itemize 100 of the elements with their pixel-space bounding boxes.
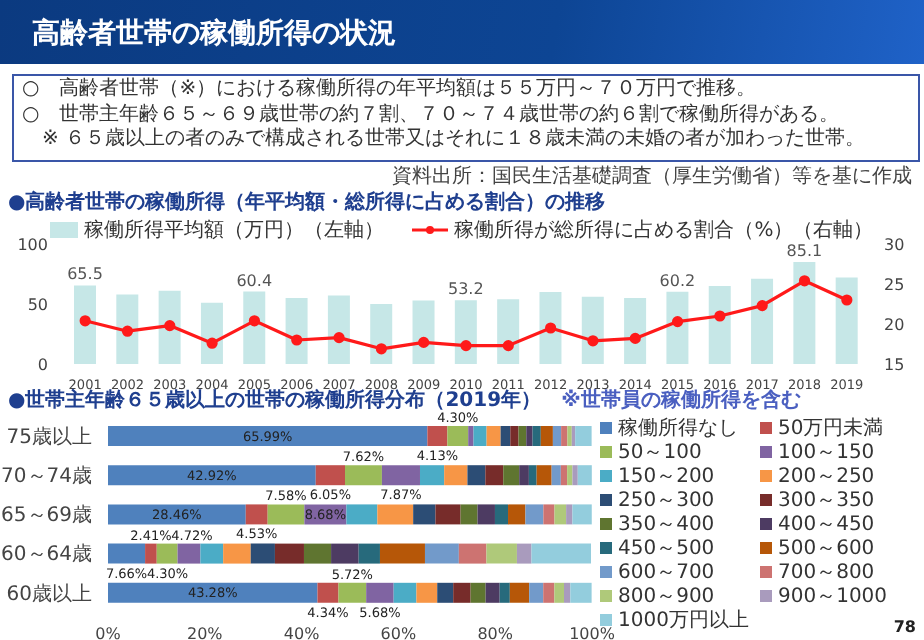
bar (473, 426, 487, 446)
bar (331, 543, 359, 564)
bar (435, 504, 461, 525)
point (418, 336, 430, 348)
bar (509, 582, 530, 603)
bar (666, 291, 689, 364)
bar (108, 543, 146, 564)
chart-title: ●世帯主年齢６５歳以上の世帯の稼働所得分布（2019年） (8, 390, 542, 412)
point (248, 315, 261, 327)
text: ※ ６５歳以上の者のみで構成される世帯又はそれに１８歳未満の未婚の者が加わった世帯。 (40, 128, 868, 153)
bar (751, 278, 774, 364)
bar (453, 582, 471, 603)
bar (551, 465, 561, 486)
point (798, 275, 811, 287)
chart-title: ●高齢者世帯の稼働所得（年平均額・総所得に占める割合）の推移 (8, 188, 606, 216)
bar (460, 504, 478, 525)
point (629, 332, 641, 344)
text: 78 (893, 618, 916, 636)
bar (346, 504, 378, 525)
point (121, 325, 134, 337)
legend-label: 350～400 (618, 511, 715, 537)
point (206, 337, 218, 349)
bar (581, 296, 604, 364)
bar (624, 298, 647, 364)
bar (158, 290, 181, 364)
point (333, 332, 345, 344)
bar (108, 582, 318, 603)
legend-label: 150～200 (618, 463, 715, 489)
bar (381, 465, 420, 486)
point (79, 315, 91, 327)
bar (108, 426, 428, 446)
bar (528, 465, 537, 486)
y-tick-label: 60歳以上 (6, 581, 92, 606)
x-tick-label: 40% (283, 625, 321, 640)
bar (303, 543, 332, 564)
bar (540, 426, 553, 446)
x-tick-label: 20% (187, 625, 224, 640)
bar (570, 582, 592, 603)
y2-tick-label: 15 (884, 355, 905, 374)
bar (519, 465, 529, 486)
legend-label: 200～250 (778, 463, 875, 489)
bar (74, 285, 96, 364)
legend-label: 稼働所得なし (618, 415, 738, 441)
bar (274, 543, 304, 564)
bar (156, 543, 178, 564)
bar (285, 298, 308, 364)
bar (508, 504, 526, 525)
point (502, 340, 514, 352)
bar (486, 543, 517, 564)
bar (485, 582, 500, 603)
bar (510, 426, 519, 446)
legend-label: 稼働所得平均額（万円）（左軸） (84, 217, 385, 244)
bar (243, 291, 266, 364)
bar (454, 300, 477, 364)
legend-label: 300～350 (778, 487, 875, 513)
bar (250, 543, 275, 564)
x-tick-label: 0% (95, 625, 122, 640)
bar (467, 465, 486, 486)
y-tick-label: 65～69歳 (1, 503, 92, 528)
bar (793, 261, 816, 364)
data-label: 65.5 (67, 265, 103, 284)
bar (835, 277, 858, 364)
bar (572, 504, 592, 525)
bar (516, 543, 532, 564)
bar (470, 582, 486, 603)
bar (444, 465, 468, 486)
legend-label: 1000万円以上 (618, 607, 749, 633)
bar (267, 504, 305, 525)
bar (424, 543, 459, 564)
legend-label: 800～900 (618, 583, 715, 609)
legend-label: 稼働所得が総所得に占める割合（%）（右軸） (454, 217, 874, 244)
bar (458, 543, 487, 564)
bar (116, 294, 139, 364)
bar (499, 582, 510, 603)
legend-label: 450～500 (618, 535, 715, 561)
bar (393, 582, 417, 603)
point (587, 335, 599, 347)
bar (539, 292, 562, 364)
point (714, 310, 726, 322)
bar (468, 426, 474, 446)
text: 資料出所：国民生活基礎調査（厚生労働省）等を基に作成 (392, 163, 912, 190)
bar (145, 543, 157, 564)
text: ○ 世帯主年齢６５～６９歳世帯の約７割、７０～７４歳世帯の約６割で稼働所得がある。 (22, 103, 842, 127)
legend-label: 900～1000 (778, 583, 888, 609)
bar (358, 543, 380, 564)
bar (543, 582, 555, 603)
bar (561, 426, 568, 446)
bar (345, 465, 382, 486)
bar (554, 582, 565, 603)
bar (413, 504, 436, 525)
bar (518, 426, 527, 446)
legend-label: 600～700 (618, 559, 715, 585)
bar (223, 543, 251, 564)
bar (536, 465, 552, 486)
bar (416, 582, 438, 603)
point (375, 343, 387, 355)
bar (525, 504, 544, 525)
point (291, 334, 303, 346)
bar (543, 504, 555, 525)
bar (447, 426, 469, 446)
